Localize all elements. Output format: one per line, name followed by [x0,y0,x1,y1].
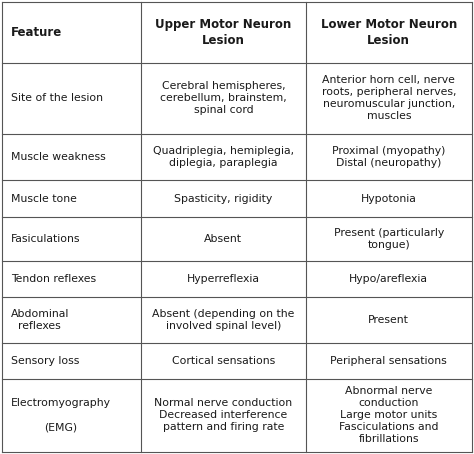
Text: Absent (depending on the
involved spinal level): Absent (depending on the involved spinal… [152,309,294,331]
Text: Abnormal nerve
conduction
Large motor units
Fasciculations and
fibrillations: Abnormal nerve conduction Large motor un… [339,386,438,444]
Text: Absent: Absent [204,234,242,244]
Text: Abdominal
reflexes: Abdominal reflexes [11,309,69,331]
Text: Hypo/areflexia: Hypo/areflexia [349,274,428,284]
Text: Cortical sensations: Cortical sensations [172,356,275,366]
Text: Upper Motor Neuron
Lesion: Upper Motor Neuron Lesion [155,18,292,47]
Text: Site of the lesion: Site of the lesion [11,94,103,104]
Text: Lower Motor Neuron
Lesion: Lower Motor Neuron Lesion [321,18,457,47]
Text: Proximal (myopathy)
Distal (neuropathy): Proximal (myopathy) Distal (neuropathy) [332,146,446,168]
Text: Muscle weakness: Muscle weakness [11,152,105,162]
Text: Muscle tone: Muscle tone [11,194,76,204]
Text: Cerebral hemispheres,
cerebellum, brainstem,
spinal cord: Cerebral hemispheres, cerebellum, brains… [160,81,287,115]
Text: Feature: Feature [11,26,62,39]
Text: Anterior horn cell, nerve
roots, peripheral nerves,
neuromuscular junction,
musc: Anterior horn cell, nerve roots, periphe… [321,75,456,121]
Text: Hyperreflexia: Hyperreflexia [187,274,260,284]
Text: Spasticity, rigidity: Spasticity, rigidity [174,194,273,204]
Text: Peripheral sensations: Peripheral sensations [330,356,447,366]
Text: Quadriplegia, hemiplegia,
diplegia, paraplegia: Quadriplegia, hemiplegia, diplegia, para… [153,146,294,168]
Text: Present: Present [368,315,409,325]
Text: Electromyography

(EMG): Electromyography (EMG) [11,398,110,432]
Text: Sensory loss: Sensory loss [11,356,79,366]
Text: Fasiculations: Fasiculations [11,234,80,244]
Text: Hypotonia: Hypotonia [361,194,417,204]
Text: Normal nerve conduction
Decreased interference
pattern and firing rate: Normal nerve conduction Decreased interf… [155,398,292,432]
Text: Present (particularly
tongue): Present (particularly tongue) [334,228,444,250]
Text: Tendon reflexes: Tendon reflexes [11,274,96,284]
